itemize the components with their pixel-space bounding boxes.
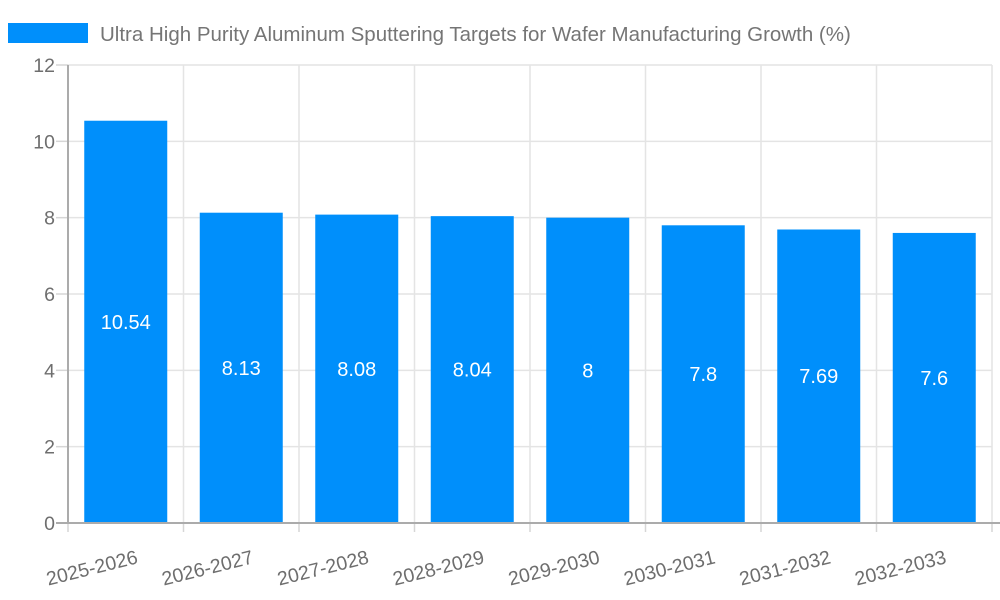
x-axis-label: 2026-2027 — [160, 547, 256, 591]
y-axis-label: 2 — [44, 437, 55, 459]
y-axis-labels: 0 2 4 6 8 10 12 — [33, 55, 55, 535]
bar-value-label: 8 — [582, 360, 593, 382]
y-axis-label: 12 — [33, 55, 55, 77]
bar-value-label: 7.6 — [920, 368, 948, 390]
legend[interactable]: Ultra High Purity Aluminum Sputtering Ta… — [8, 23, 851, 46]
x-axis-label: 2025-2026 — [44, 547, 140, 591]
bar-2027-2028[interactable] — [315, 214, 399, 523]
axis-ticks — [56, 64, 993, 532]
bar-2028-2029[interactable] — [430, 216, 514, 523]
bar-2025-2026[interactable] — [84, 120, 168, 524]
bar-2031-2032[interactable] — [777, 229, 861, 523]
bar-value-label: 8.13 — [222, 358, 261, 380]
y-axis-label: 8 — [44, 208, 55, 230]
axes — [56, 65, 1000, 524]
y-axis-label: 0 — [44, 513, 55, 535]
x-axis-labels: 2025-2026 2026-2027 2027-2028 2028-2029 2029… — [44, 546, 948, 590]
bar-value-label: 8.04 — [453, 360, 492, 382]
bar-2026-2027[interactable] — [199, 212, 283, 523]
x-axis-label: 2030-2031 — [622, 547, 718, 591]
bar-value-label: 10.54 — [101, 312, 151, 334]
x-axis-label: 2032-2033 — [853, 547, 949, 591]
legend-swatch[interactable] — [8, 23, 88, 43]
bar-value-label: 8.08 — [337, 359, 376, 381]
chart-title: Ultra High Purity Aluminum Sputtering Ta… — [100, 23, 851, 46]
x-axis-label: 2027-2028 — [275, 547, 371, 591]
y-axis-label: 6 — [44, 284, 55, 306]
x-axis-label: 2031-2032 — [737, 547, 833, 591]
bar-2029-2030[interactable] — [546, 217, 630, 523]
bar-value-labels: 10.54 8.13 8.08 8.04 8 7.8 7.69 7.6 — [101, 312, 948, 390]
bar-value-label: 7.69 — [799, 366, 838, 388]
bar-series — [84, 120, 976, 524]
bar-2030-2031[interactable] — [661, 225, 745, 524]
bar-value-label: 7.8 — [689, 364, 717, 386]
x-axis-label: 2029-2030 — [506, 546, 602, 590]
x-axis-label: 2028-2029 — [391, 547, 487, 591]
bar-2032-2033[interactable] — [892, 232, 976, 523]
y-axis-label: 4 — [44, 360, 55, 382]
y-axis-label: 10 — [33, 131, 55, 153]
